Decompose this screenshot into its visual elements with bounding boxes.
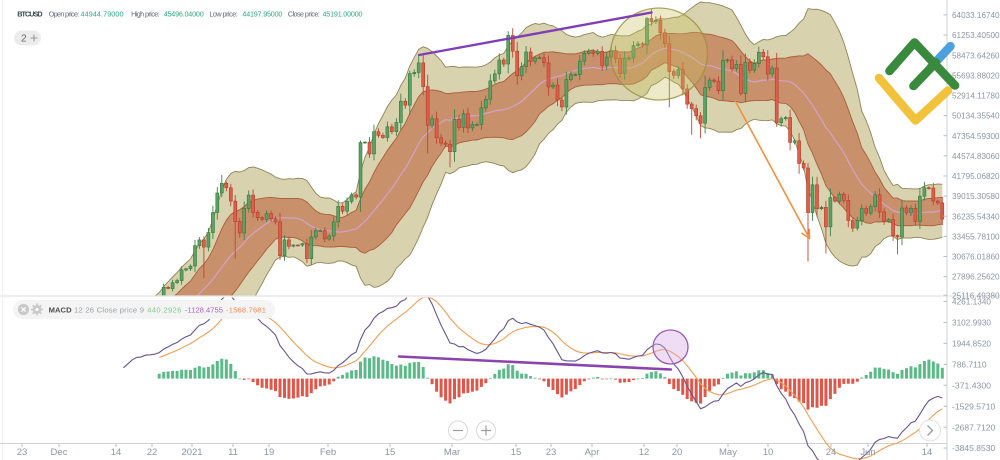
svg-text:May: May	[719, 447, 737, 458]
svg-text:1944.8520: 1944.8520	[952, 339, 991, 349]
svg-text:2: 2	[21, 34, 27, 45]
svg-text:50134.35540: 50134.35540	[952, 111, 1000, 121]
svg-text:15: 15	[385, 447, 396, 458]
svg-text:45191.00000: 45191.00000	[323, 10, 363, 19]
svg-text:58473.64260: 58473.64260	[952, 50, 1000, 60]
svg-text:14: 14	[922, 447, 933, 458]
svg-text:30676.01860: 30676.01860	[952, 252, 1000, 262]
svg-text:786.7110: 786.7110	[952, 360, 987, 370]
svg-text:23: 23	[17, 447, 28, 458]
svg-text:12 26 Close price 9: 12 26 Close price 9	[74, 305, 144, 314]
svg-text:Dec: Dec	[51, 447, 68, 458]
svg-text:41795.06820: 41795.06820	[952, 171, 1000, 181]
svg-text:23: 23	[546, 447, 557, 458]
svg-text:11: 11	[228, 447, 238, 458]
svg-text:24: 24	[826, 447, 837, 458]
svg-text:44944.79000: 44944.79000	[81, 10, 124, 19]
svg-text:-371.4300: -371.4300	[952, 380, 991, 390]
svg-text:20: 20	[672, 447, 683, 458]
svg-text:14: 14	[111, 447, 122, 458]
svg-text:27896.25620: 27896.25620	[952, 272, 1000, 282]
svg-text:4261.1340: 4261.1340	[952, 297, 991, 307]
svg-text:52914.11780: 52914.11780	[952, 91, 1000, 101]
svg-text:64033.16740: 64033.16740	[952, 10, 1000, 20]
svg-text:Open price:: Open price:	[49, 10, 80, 19]
svg-text:-3845.8530: -3845.8530	[952, 443, 996, 453]
svg-text:22: 22	[147, 447, 158, 458]
svg-text:44197.95000: 44197.95000	[242, 10, 282, 19]
svg-text:45496.04000: 45496.04000	[164, 10, 204, 19]
svg-text:36235.54340: 36235.54340	[952, 211, 1000, 221]
svg-text:-1128.4755: -1128.4755	[185, 305, 223, 314]
svg-text:Mar: Mar	[444, 447, 460, 458]
svg-text:-2687.7120: -2687.7120	[952, 422, 996, 432]
svg-text:15: 15	[511, 447, 522, 458]
svg-text:Feb: Feb	[320, 447, 336, 458]
svg-text:BTCUSD: BTCUSD	[17, 10, 42, 19]
svg-text:47354.59300: 47354.59300	[952, 131, 1000, 141]
svg-text:2021: 2021	[181, 447, 202, 458]
svg-text:Close price:: Close price:	[288, 10, 320, 19]
svg-text:10: 10	[763, 447, 774, 458]
svg-text:440.2926: 440.2926	[147, 305, 181, 314]
svg-text:19: 19	[264, 447, 275, 458]
svg-text:44574.83060: 44574.83060	[952, 151, 1000, 161]
svg-text:25116.49380: 25116.49380	[952, 290, 1000, 300]
svg-text:MACD: MACD	[49, 305, 73, 314]
svg-text:Low price:: Low price:	[209, 10, 237, 19]
svg-text:High price:: High price:	[131, 10, 160, 19]
svg-text:55693.88020: 55693.88020	[952, 70, 1000, 80]
svg-text:61253.40500: 61253.40500	[952, 30, 1000, 40]
svg-text:Jun: Jun	[860, 447, 875, 458]
svg-text:12: 12	[639, 447, 650, 458]
svg-text:33455.78100: 33455.78100	[952, 232, 1000, 242]
svg-text:Apr: Apr	[585, 447, 600, 458]
svg-text:39015.30580: 39015.30580	[952, 191, 1000, 201]
svg-text:-1568.7681: -1568.7681	[226, 305, 266, 314]
svg-text:-1529.5710: -1529.5710	[952, 401, 996, 411]
svg-text:3102.9930: 3102.9930	[952, 318, 991, 328]
